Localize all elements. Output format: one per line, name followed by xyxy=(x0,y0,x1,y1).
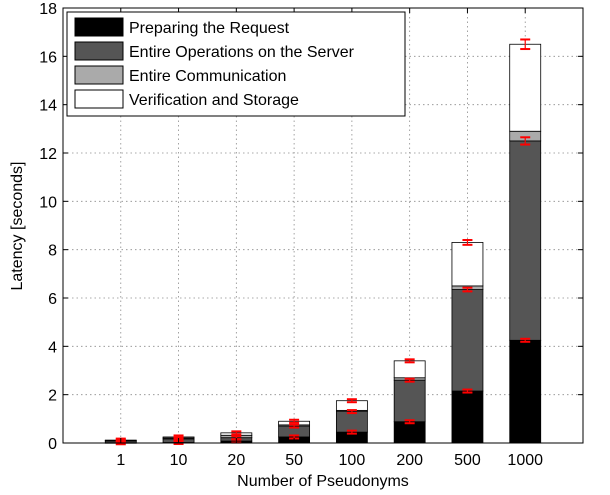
y-tick-label: 14 xyxy=(39,98,57,115)
bar-segment-4 xyxy=(451,242,484,287)
plot-frame xyxy=(62,7,584,444)
legend-entry-preparing: Preparing the Request xyxy=(74,17,290,37)
x-axis-label: Number of Pseudonyms xyxy=(237,473,409,490)
x-tick-label: 50 xyxy=(285,452,303,469)
legend-label-verification: Verification and Storage xyxy=(129,92,299,109)
y-tick-label: 10 xyxy=(39,194,57,211)
legend-entry-verification: Verification and Storage xyxy=(74,89,299,109)
x-tick-label: 20 xyxy=(227,452,245,469)
legend-label-server: Entire Operations on the Server xyxy=(129,44,355,61)
y-tick-label: 18 xyxy=(39,1,57,18)
y-tick-label: 12 xyxy=(39,146,57,163)
y-tick-label: 8 xyxy=(48,243,57,260)
bar-segment-2 xyxy=(451,289,484,392)
y-tick-label: 16 xyxy=(39,49,57,66)
bar-segment-2 xyxy=(335,411,368,433)
legend: Preparing the Request Entire Operations … xyxy=(66,11,406,117)
legend-entry-communication: Entire Communication xyxy=(74,65,286,85)
x-tick-label: 1000 xyxy=(507,452,543,469)
y-tick-label: 2 xyxy=(48,388,57,405)
bar-segment-4 xyxy=(393,360,426,379)
x-tick-label: 200 xyxy=(396,452,423,469)
bar-segment-1 xyxy=(451,390,484,444)
x-tick-label: 10 xyxy=(170,452,188,469)
x-tick-label: 100 xyxy=(339,452,366,469)
legend-swatch-server xyxy=(74,41,124,61)
legend-label-preparing: Preparing the Request xyxy=(129,20,290,37)
x-tick-label: 500 xyxy=(454,452,481,469)
bar-segment-1 xyxy=(509,339,542,444)
bar-segment-2 xyxy=(393,379,426,423)
legend-entry-server: Entire Operations on the Server xyxy=(74,41,355,61)
y-axis-label: Latency [seconds] xyxy=(9,162,26,291)
legend-swatch-communication xyxy=(74,65,124,85)
x-tick-label: 1 xyxy=(116,452,125,469)
legend-swatch-preparing xyxy=(74,17,124,37)
y-tick-label: 0 xyxy=(48,436,57,453)
bar-segment-2 xyxy=(509,140,542,341)
legend-swatch-verification xyxy=(74,89,124,109)
legend-label-communication: Entire Communication xyxy=(129,68,286,85)
bar-segment-4 xyxy=(509,43,542,132)
y-tick-label: 4 xyxy=(48,339,57,356)
axis-ticks: 0 2 4 6 8 10 12 14 16 18 1 10 20 50 100 200 500 1000 xyxy=(39,1,583,469)
y-tick-label: 6 xyxy=(48,291,57,308)
